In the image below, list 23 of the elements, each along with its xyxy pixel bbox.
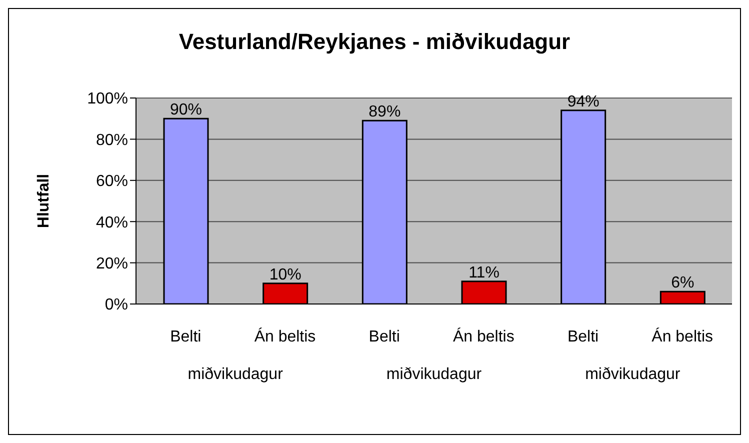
y-axis-title: Hlutfall	[36, 174, 53, 228]
x-tick-label: Án beltis	[254, 327, 316, 346]
x-tick-label: Belti	[170, 328, 202, 346]
data-label: 94%	[567, 93, 600, 110]
x-tick-label: Án beltis	[652, 327, 714, 346]
text: miðvikudagur	[584, 366, 682, 384]
chart-title: Vesturland/Reykjanes - miðvikudagur	[178, 29, 572, 55]
data-label: 11%	[468, 264, 500, 282]
data-label: 6%	[671, 274, 694, 292]
y-tick-label: 60%	[96, 173, 128, 190]
y-tick-label: 100%	[87, 90, 128, 108]
x-tick-label: Án beltis	[452, 327, 514, 346]
data-label: 10%	[269, 266, 302, 284]
text: miðvikudagur	[385, 366, 483, 384]
x-tick-label: Belti	[567, 328, 599, 346]
x-tick-label: Belti	[368, 328, 400, 346]
y-tick-label: 40%	[96, 214, 128, 232]
y-tick-label: 20%	[96, 255, 128, 272]
y-tick-label: 0%	[104, 296, 128, 314]
data-label: 89%	[368, 104, 401, 121]
text: miðvikudagur	[186, 366, 284, 384]
data-label: 90%	[170, 102, 202, 119]
y-tick-label: 80%	[96, 132, 128, 149]
